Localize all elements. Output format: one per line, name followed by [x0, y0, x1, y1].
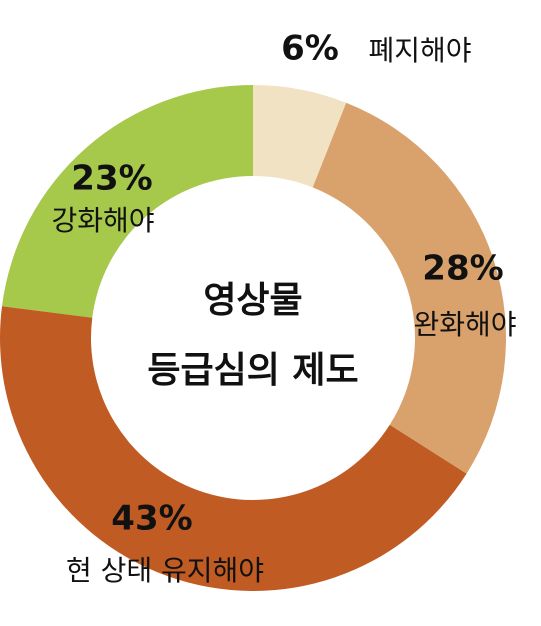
donut-slice — [0, 306, 467, 591]
category-label: 강화해야 — [51, 204, 154, 237]
category-label: 완화해야 — [413, 308, 516, 341]
data-label: 23% — [71, 159, 152, 199]
category-label: 현 상태 유지해야 — [66, 554, 264, 587]
chart-title: 등급심의 제도 — [147, 350, 358, 391]
data-label: 6% — [281, 29, 339, 69]
data-label: 28% — [422, 249, 503, 289]
category-label: 폐지해야 — [368, 34, 471, 67]
donut-slice — [253, 85, 347, 188]
donut-slice — [312, 102, 506, 474]
chart-title: 영상물 — [203, 280, 302, 321]
data-label: 43% — [111, 499, 192, 539]
donut-slice — [1, 85, 254, 318]
